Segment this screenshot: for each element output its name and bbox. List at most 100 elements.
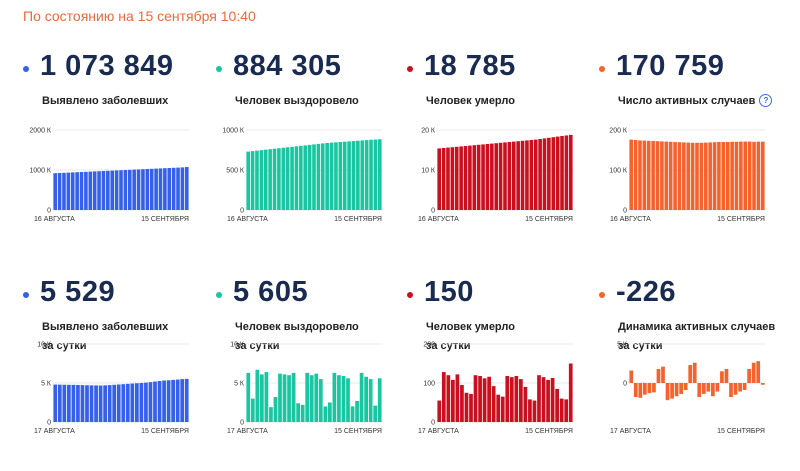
bar [734, 141, 739, 210]
bar [520, 140, 525, 210]
bar [743, 141, 748, 210]
bar [660, 141, 664, 210]
bar [690, 142, 695, 210]
active-total-chart: 0 100 К 200 К 16 АВГУСТА 15 СЕНТЯБРЯ [609, 128, 765, 223]
bar [123, 170, 128, 210]
y-tick-label: 500 К [226, 168, 245, 175]
bar [756, 141, 761, 210]
active-total-label: Число активных случаев? [618, 92, 773, 111]
bar [88, 171, 93, 210]
bar [537, 375, 541, 422]
bar [455, 374, 460, 422]
x-start-label: 16 АВГУСТА [418, 216, 459, 223]
bar [158, 168, 163, 210]
bar [141, 169, 145, 210]
bar [747, 368, 751, 383]
bar [112, 384, 117, 422]
cases-total-value: 1 073 849 [40, 50, 174, 82]
bar [441, 148, 446, 210]
bar [752, 141, 756, 210]
bar [509, 377, 514, 422]
bar [739, 141, 743, 210]
bar [720, 371, 724, 383]
bar [347, 141, 351, 210]
bar [546, 379, 550, 422]
bar [314, 373, 319, 422]
bar [364, 376, 368, 422]
bar [686, 142, 691, 210]
bullet-dot [599, 292, 605, 298]
bar [703, 142, 708, 210]
x-end-label: 15 СЕНТЯБРЯ [717, 428, 765, 435]
help-icon[interactable]: ? [759, 94, 773, 107]
deaths-total-chart: 0 10 К 20 К 16 АВГУСТА 15 СЕНТЯБРЯ [418, 128, 573, 223]
bar [106, 170, 110, 210]
bar [503, 142, 507, 210]
bar [697, 383, 702, 398]
bar [738, 383, 742, 392]
bar [464, 392, 469, 422]
bar [674, 383, 679, 397]
bar [148, 382, 153, 422]
bar [281, 147, 286, 210]
bar [528, 399, 532, 422]
y-tick-label: 1000 К [29, 168, 52, 175]
bar [463, 146, 468, 210]
bar [460, 384, 464, 422]
bar [167, 168, 172, 210]
bar [646, 140, 651, 210]
bar [70, 172, 75, 210]
label-line: за сутки [426, 340, 471, 352]
bar [729, 383, 733, 398]
bar [481, 144, 485, 210]
bar [255, 150, 259, 210]
label-line: Человек выздоровело [235, 321, 359, 333]
bar [176, 167, 180, 210]
bar [473, 375, 478, 422]
bar [751, 362, 756, 383]
bar [541, 377, 546, 422]
bar [125, 383, 130, 422]
y-tick-label: 100 [423, 381, 435, 388]
bar [269, 407, 273, 422]
bar [318, 379, 323, 422]
bar [356, 140, 360, 210]
x-end-label: 15 СЕНТЯБРЯ [141, 216, 189, 223]
bar [760, 383, 765, 385]
y-tick-label: 200 [423, 342, 435, 349]
y-tick-label: 0 [47, 208, 51, 215]
bar [135, 383, 139, 422]
bar [459, 146, 463, 210]
bullet-dot [599, 66, 605, 72]
bar [285, 147, 290, 210]
bar [656, 368, 661, 383]
x-start-label: 17 АВГУСТА [610, 428, 651, 435]
bar [688, 365, 693, 383]
bar [454, 146, 459, 210]
y-tick-label: 0 [240, 420, 244, 427]
bar [277, 148, 281, 210]
bar [166, 380, 171, 422]
bar [668, 141, 673, 210]
bar [490, 143, 494, 210]
bar [664, 141, 669, 210]
y-tick-label: 10 К [37, 342, 52, 349]
cases-daily-value: 5 529 [40, 276, 116, 308]
x-end-label: 15 СЕНТЯБРЯ [334, 428, 382, 435]
bar [71, 384, 76, 422]
bar [368, 379, 373, 422]
bar [130, 383, 135, 422]
x-start-label: 16 АВГУСТА [227, 216, 268, 223]
bar [491, 386, 496, 422]
bar [569, 134, 573, 210]
bar [711, 383, 715, 397]
bar [498, 142, 503, 210]
cases-daily-chart: 0 5 К 10 К 17 АВГУСТА 15 СЕНТЯБРЯ [34, 342, 189, 435]
bar [92, 171, 97, 210]
bar [89, 385, 94, 422]
bar [550, 377, 555, 422]
bar [116, 384, 121, 422]
bar [564, 399, 569, 422]
y-tick-label: 2000 К [29, 128, 52, 135]
bar [642, 140, 647, 210]
